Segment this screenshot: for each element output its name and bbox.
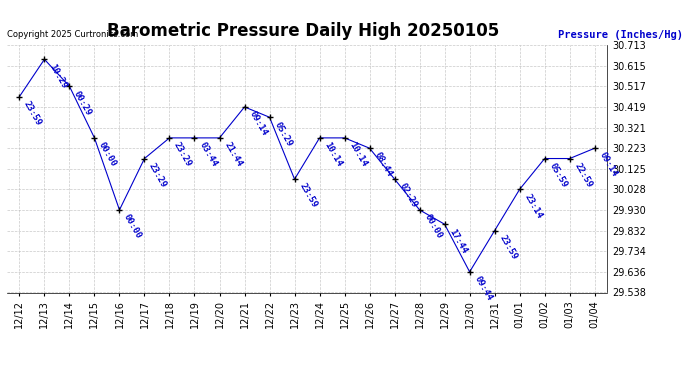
Text: 10:14: 10:14 [347,141,368,168]
Text: 23:14: 23:14 [522,192,544,220]
Text: 00:29: 00:29 [72,89,93,117]
Text: 09:14: 09:14 [247,110,268,138]
Text: 00:00: 00:00 [422,213,444,240]
Text: 23:59: 23:59 [497,233,519,261]
Text: Copyright 2025 Curtronics.com: Copyright 2025 Curtronics.com [7,30,138,39]
Text: 17:44: 17:44 [447,227,469,255]
Text: 23:29: 23:29 [147,161,168,189]
Text: 00:00: 00:00 [122,213,144,240]
Text: Pressure (Inches/Hg): Pressure (Inches/Hg) [558,30,683,40]
Text: 03:44: 03:44 [197,141,219,168]
Text: 05:29: 05:29 [273,120,293,148]
Text: 00:00: 00:00 [97,141,119,168]
Text: 10:14: 10:14 [322,141,344,168]
Text: 23:29: 23:29 [172,141,193,168]
Text: Barometric Pressure Daily High 20250105: Barometric Pressure Daily High 20250105 [108,22,500,40]
Text: 10:29: 10:29 [47,62,68,90]
Text: 09:14: 09:14 [598,151,619,179]
Text: 09:44: 09:44 [473,274,493,302]
Text: 22:59: 22:59 [573,161,593,189]
Text: 08:44: 08:44 [373,151,393,179]
Text: 23:59: 23:59 [22,99,43,127]
Text: 05:59: 05:59 [547,161,569,189]
Text: 23:59: 23:59 [297,182,319,210]
Text: 21:44: 21:44 [222,141,244,168]
Text: 02:29: 02:29 [397,182,419,210]
